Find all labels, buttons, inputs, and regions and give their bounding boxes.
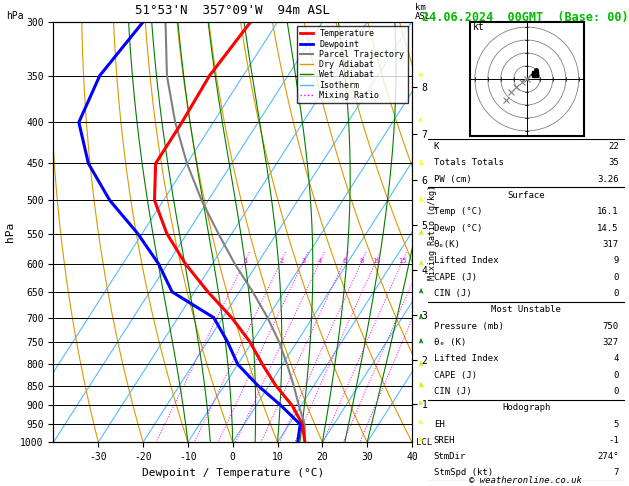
Text: 3: 3 <box>301 258 306 264</box>
Text: CIN (J): CIN (J) <box>433 387 471 396</box>
Text: 274°: 274° <box>597 452 619 461</box>
Text: θₑ(K): θₑ(K) <box>433 240 460 249</box>
Text: kt: kt <box>473 22 485 32</box>
Text: K: K <box>433 142 439 151</box>
Text: Lifted Index: Lifted Index <box>433 257 498 265</box>
Text: 1: 1 <box>243 258 247 264</box>
Text: 51°53'N  357°09'W  94m ASL: 51°53'N 357°09'W 94m ASL <box>135 4 330 17</box>
Text: 8: 8 <box>360 258 364 264</box>
Text: 3.26: 3.26 <box>597 175 619 184</box>
Text: 14.5: 14.5 <box>597 224 619 233</box>
Text: 317: 317 <box>603 240 619 249</box>
Text: 6: 6 <box>342 258 347 264</box>
Text: 4: 4 <box>318 258 322 264</box>
Text: 15: 15 <box>398 258 407 264</box>
Text: km
ASL: km ASL <box>415 3 431 21</box>
Text: © weatheronline.co.uk: © weatheronline.co.uk <box>469 476 582 485</box>
Text: Totals Totals: Totals Totals <box>433 158 503 168</box>
Text: LCL: LCL <box>416 438 431 447</box>
Y-axis label: hPa: hPa <box>4 222 14 242</box>
Text: StmDir: StmDir <box>433 452 466 461</box>
Text: hPa: hPa <box>6 11 24 21</box>
X-axis label: Dewpoint / Temperature (°C): Dewpoint / Temperature (°C) <box>142 468 324 478</box>
Text: 327: 327 <box>603 338 619 347</box>
Text: Most Unstable: Most Unstable <box>491 305 561 314</box>
Text: PW (cm): PW (cm) <box>433 175 471 184</box>
Text: Lifted Index: Lifted Index <box>433 354 498 363</box>
Text: 0: 0 <box>613 387 619 396</box>
Text: Surface: Surface <box>508 191 545 200</box>
Text: 0: 0 <box>613 371 619 380</box>
Text: 5: 5 <box>613 419 619 429</box>
Text: StmSpd (kt): StmSpd (kt) <box>433 469 493 477</box>
Text: 16.1: 16.1 <box>597 208 619 216</box>
Text: CAPE (J): CAPE (J) <box>433 273 477 282</box>
Text: -1: -1 <box>608 436 619 445</box>
Text: SREH: SREH <box>433 436 455 445</box>
Text: 0: 0 <box>613 289 619 298</box>
Text: 22: 22 <box>608 142 619 151</box>
Text: Pressure (mb): Pressure (mb) <box>433 322 503 330</box>
Text: 35: 35 <box>608 158 619 168</box>
Text: Temp (°C): Temp (°C) <box>433 208 482 216</box>
Text: 0: 0 <box>613 273 619 282</box>
Legend: Temperature, Dewpoint, Parcel Trajectory, Dry Adiabat, Wet Adiabat, Isotherm, Mi: Temperature, Dewpoint, Parcel Trajectory… <box>297 26 408 103</box>
Text: θₑ (K): θₑ (K) <box>433 338 466 347</box>
Text: 4: 4 <box>613 354 619 363</box>
Text: 10: 10 <box>372 258 381 264</box>
Text: Dewp (°C): Dewp (°C) <box>433 224 482 233</box>
Text: 2: 2 <box>279 258 283 264</box>
Text: 9: 9 <box>613 257 619 265</box>
Text: CIN (J): CIN (J) <box>433 289 471 298</box>
Text: EH: EH <box>433 419 444 429</box>
Text: Hodograph: Hodograph <box>502 403 550 412</box>
Text: 750: 750 <box>603 322 619 330</box>
Text: 24.06.2024  00GMT  (Base: 00): 24.06.2024 00GMT (Base: 00) <box>422 11 628 24</box>
Text: CAPE (J): CAPE (J) <box>433 371 477 380</box>
Text: 7: 7 <box>613 469 619 477</box>
Text: Mixing Ratio (g/kg): Mixing Ratio (g/kg) <box>428 185 437 279</box>
